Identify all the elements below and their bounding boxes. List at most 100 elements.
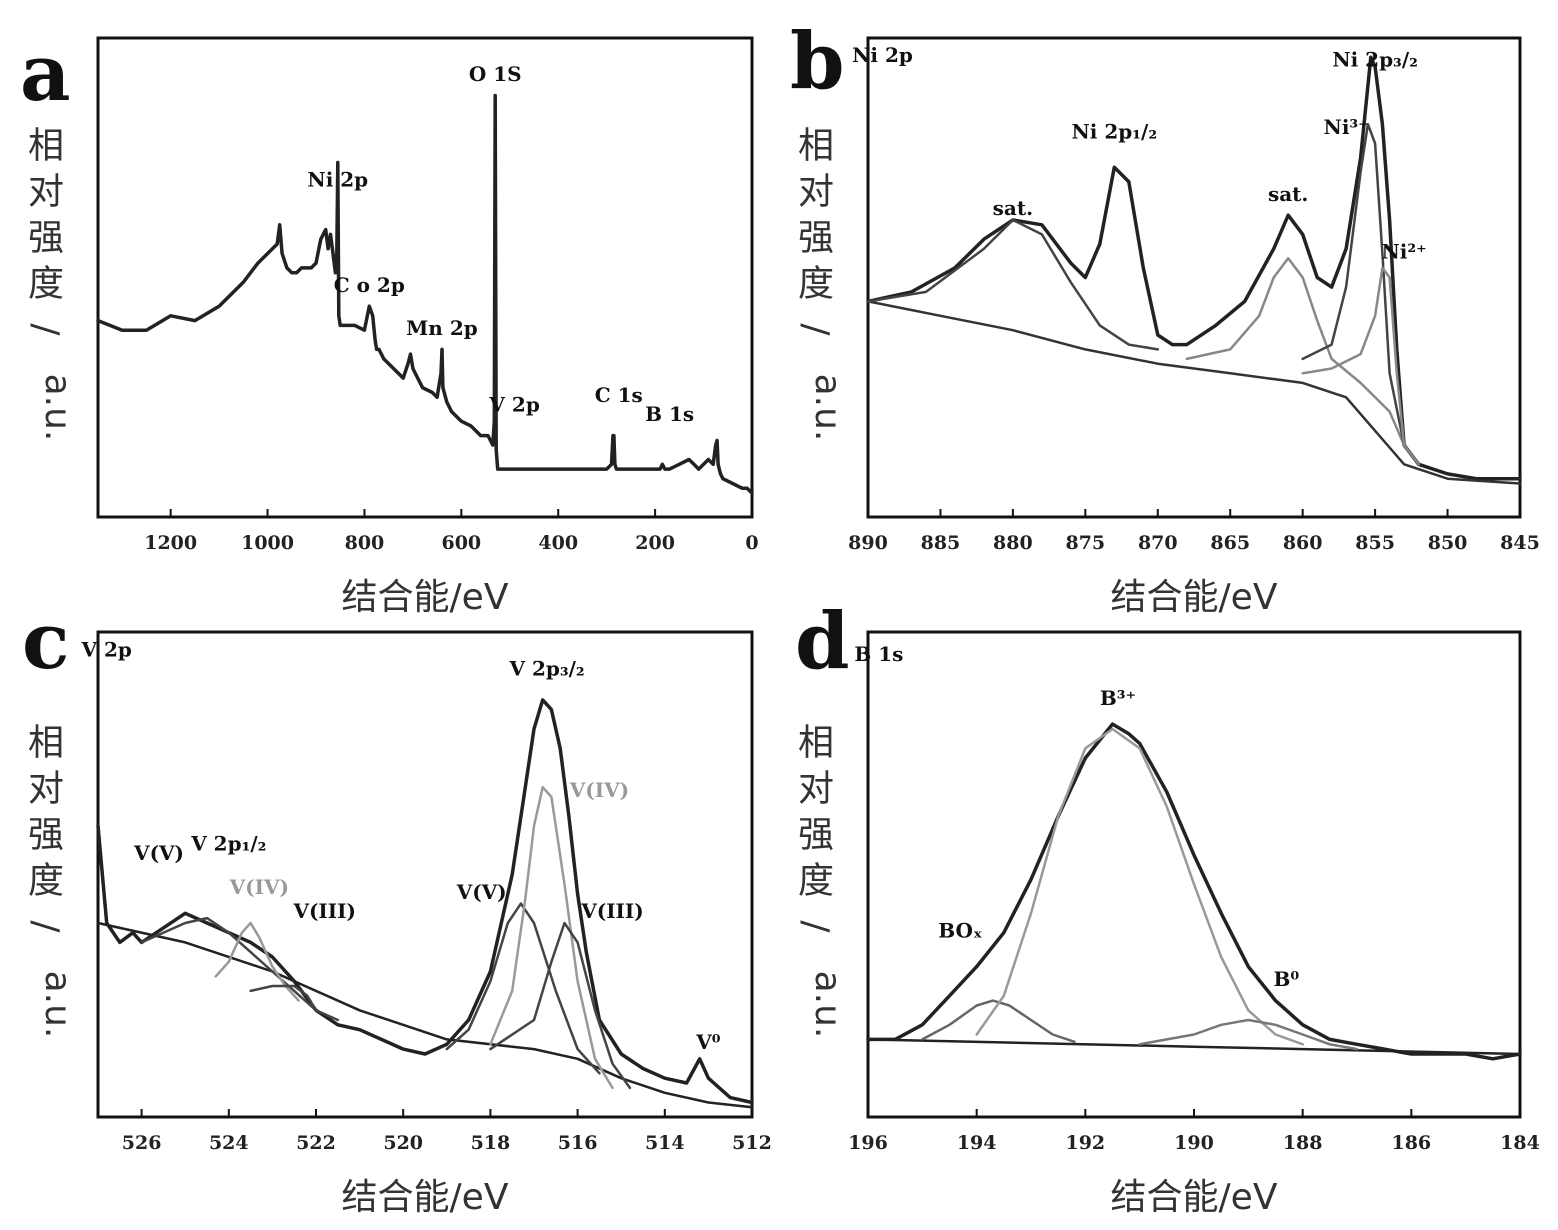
series-line-b-0 [868,57,1520,479]
y-axis-label-part: 对 [798,769,834,810]
y-axis-label-part: a.u. [37,971,78,1039]
series-line-c-6 [490,787,612,1088]
x-tick-label: 520 [383,1132,423,1154]
peak-label-c: V 2p [81,637,132,661]
x-tick-label: 875 [1065,532,1105,554]
plot-frame-c [98,632,752,1117]
peak-label-a: C o 2p [334,273,405,297]
plot-frame-a [98,38,752,517]
x-tick-label: 1200 [144,532,197,554]
peak-label-c: V(IV) [569,778,629,802]
peak-label-c: V(III) [580,899,644,923]
x-tick-label: 512 [732,1132,772,1154]
x-axis-label-b: 结合能/eV [1111,577,1278,618]
x-tick-label: 526 [122,1132,162,1154]
peak-label-d: B 1s [854,642,903,666]
peak-label-a: O 1S [469,62,522,86]
peak-label-d: BOₓ [938,919,982,943]
peak-label-c: V(V) [133,841,184,865]
peak-label-a: B 1s [645,402,694,426]
peak-label-c: V(III) [292,899,356,923]
x-tick-label: 600 [441,532,481,554]
x-tick-label: 516 [558,1132,598,1154]
y-axis-label-part: 相 [798,723,834,764]
peak-label-b: Ni 2p [852,43,913,67]
y-axis-label-part: a.u. [807,374,848,442]
x-tick-label: 870 [1138,532,1178,554]
y-axis-label-part: / [795,920,836,933]
series-line-c-1 [98,923,752,1107]
peak-label-b: Ni 2p₃/₂ [1332,48,1418,72]
y-axis-label-part: 强 [28,218,64,259]
y-axis-label-part: a.u. [807,971,848,1039]
x-tick-label: 188 [1283,1132,1323,1154]
y-axis-label-part: 度 [28,264,64,305]
x-tick-label: 1000 [241,532,294,554]
peak-label-b: Ni³⁺ [1324,115,1369,139]
x-tick-label: 860 [1283,532,1323,554]
x-tick-label: 865 [1210,532,1250,554]
y-axis-label-part: 对 [28,769,64,810]
series-line-c-2 [142,918,316,1010]
series-line-d-2 [922,1001,1074,1042]
x-tick-label: 184 [1500,1132,1540,1154]
peak-label-a: V 2p [488,393,539,417]
y-axis-label-part: 度 [28,861,64,902]
series-line-d-1 [868,1039,1520,1054]
x-tick-label: 522 [296,1132,336,1154]
panel-letter-c: c [22,596,70,687]
y-axis-label-part: / [25,323,66,336]
peak-label-c: V(IV) [229,875,289,899]
peak-label-d: B⁰ [1274,967,1300,991]
x-tick-label: 400 [538,532,578,554]
peak-label-b: Ni 2p₁/₂ [1072,120,1158,144]
x-tick-label: 890 [848,532,888,554]
peak-label-d: B³⁺ [1100,686,1136,710]
x-tick-label: 885 [921,532,961,554]
plot-frame-b [868,38,1520,517]
peak-label-b: Ni²⁺ [1381,239,1426,263]
peak-label-a: C 1s [595,383,643,407]
panel-letter-b: b [790,16,845,107]
y-axis-label-part: a.u. [37,374,78,442]
peak-label-b: sat. [993,196,1033,220]
x-tick-label: 194 [957,1132,997,1154]
y-axis-label-part: 对 [798,172,834,213]
y-axis-label-part: 强 [798,815,834,856]
y-axis-label-part: 强 [798,218,834,259]
x-axis-label-d: 结合能/eV [1111,1177,1278,1218]
x-tick-label: 196 [848,1132,888,1154]
panel-letter-a: a [20,28,71,119]
peak-label-c: V 2p₃/₂ [508,657,584,681]
x-tick-label: 850 [1428,532,1468,554]
y-axis-label-part: 对 [28,172,64,213]
series-line-b-3 [1187,258,1404,445]
peak-label-c: V 2p₁/₂ [190,831,266,855]
x-tick-label: 514 [645,1132,685,1154]
x-axis-label-a: 结合能/eV [342,577,509,618]
peak-label-c: V⁰ [695,1030,721,1054]
x-tick-label: 190 [1174,1132,1214,1154]
series-line-b-1 [868,301,1520,483]
series-line-d-0 [868,724,1520,1059]
x-tick-label: 518 [471,1132,511,1154]
x-tick-label: 0 [745,532,758,554]
y-axis-label-part: 相 [798,126,834,167]
y-axis-label-part: 度 [798,861,834,902]
x-axis-label-c: 结合能/eV [342,1177,509,1218]
panel-letter-d: d [795,596,850,687]
y-axis-label-part: 强 [28,815,64,856]
x-tick-label: 192 [1065,1132,1105,1154]
y-axis-label-part: 度 [798,264,834,305]
y-axis-label-part: 相 [28,126,64,167]
y-axis-label-part: / [25,920,66,933]
x-tick-label: 845 [1500,532,1540,554]
x-tick-label: 880 [993,532,1033,554]
peak-label-a: Mn 2p [406,316,478,340]
y-axis-label-part: / [795,323,836,336]
peak-label-a: Ni 2p [307,167,368,191]
x-tick-label: 200 [635,532,675,554]
x-tick-label: 186 [1391,1132,1431,1154]
x-tick-label: 855 [1355,532,1395,554]
